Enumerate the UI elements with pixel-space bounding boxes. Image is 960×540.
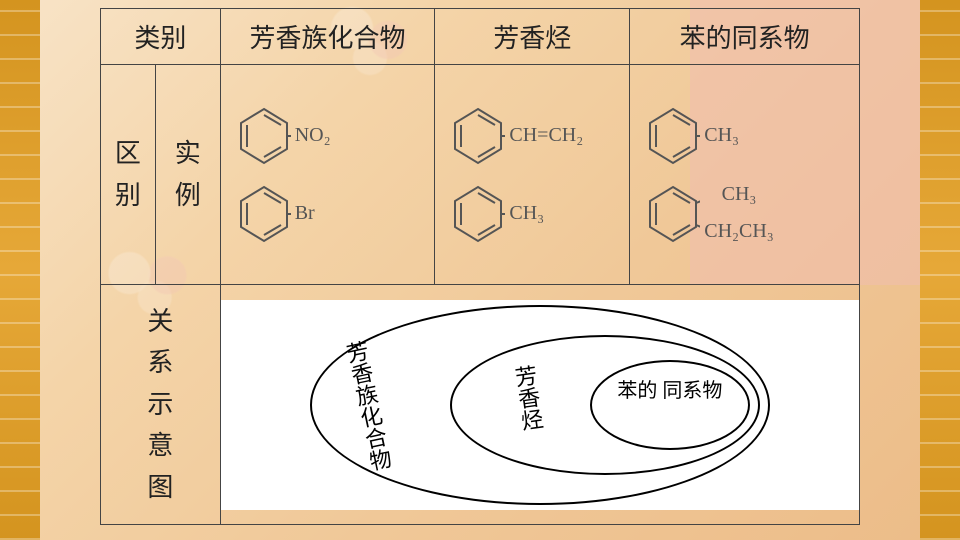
substituent-label: NO₂ — [295, 124, 331, 147]
molecule-ortho-ethyltoluene: CH₃ CH₂CH₃ — [646, 183, 774, 245]
cell-aromatic-hydrocarbon-examples: CH=CH₂ CH₃ — [435, 65, 630, 285]
label-text: 关系示意图 — [101, 301, 220, 509]
header-aromatic-compound: 芳香族化合物 — [220, 9, 435, 65]
molecule-styrene: CH=CH₂ — [451, 105, 583, 167]
substituent-label: CH₃ — [704, 124, 739, 147]
decorative-border-right — [920, 0, 960, 540]
molecule-toluene-2: CH₃ — [646, 105, 739, 167]
substituent-label: Br — [295, 202, 315, 225]
molecule-nitrobenzene: NO₂ — [237, 105, 331, 167]
header-aromatic-hydrocarbon: 芳香烃 — [435, 9, 630, 65]
substituent-label: CH=CH₂ — [509, 124, 583, 147]
classification-table: 类别 芳香族化合物 芳香烃 苯的同系物 区别 实例 NO₂ Br — [100, 8, 860, 525]
benzene-ring-icon — [451, 183, 505, 245]
molecule-bromobenzene: Br — [237, 183, 315, 245]
molecule-toluene: CH₃ — [451, 183, 544, 245]
benzene-ring-icon — [646, 105, 700, 167]
substituent-label: CH₃ — [509, 202, 544, 225]
substituent-label: CH₃ — [704, 183, 774, 206]
venn-label-inner: 苯的 同系物 — [610, 380, 730, 402]
header-category: 类别 — [101, 9, 221, 65]
cell-benzene-homolog-examples: CH₃ CH₃ CH₂CH₃ — [630, 65, 860, 285]
benzene-ring-icon — [646, 183, 700, 245]
substituent-label: CH₂CH₃ — [704, 220, 774, 243]
row-label-difference: 区别 — [101, 65, 156, 285]
venn-cell: 芳香族化合物 芳香烃 苯的 同系物 — [220, 285, 859, 525]
row-label-examples: 实例 — [155, 65, 220, 285]
venn-diagram: 芳香族化合物 芳香烃 苯的 同系物 — [300, 300, 780, 510]
benzene-ring-icon — [451, 105, 505, 167]
cell-aromatic-compound-examples: NO₂ Br — [220, 65, 435, 285]
label-text: 实例 — [156, 133, 220, 216]
venn-row: 关系示意图 芳香族化合物 芳香烃 苯的 同系物 — [101, 285, 860, 525]
header-benzene-homolog: 苯的同系物 — [630, 9, 860, 65]
label-text: 区别 — [101, 133, 155, 216]
benzene-ring-icon — [237, 105, 291, 167]
examples-row: 区别 实例 NO₂ Br CH=CH₂ — [101, 65, 860, 285]
venn-inner-oval — [590, 360, 750, 450]
row-label-venn: 关系示意图 — [101, 285, 221, 525]
decorative-border-left — [0, 0, 40, 540]
benzene-ring-icon — [237, 183, 291, 245]
table-header-row: 类别 芳香族化合物 芳香烃 苯的同系物 — [101, 9, 860, 65]
